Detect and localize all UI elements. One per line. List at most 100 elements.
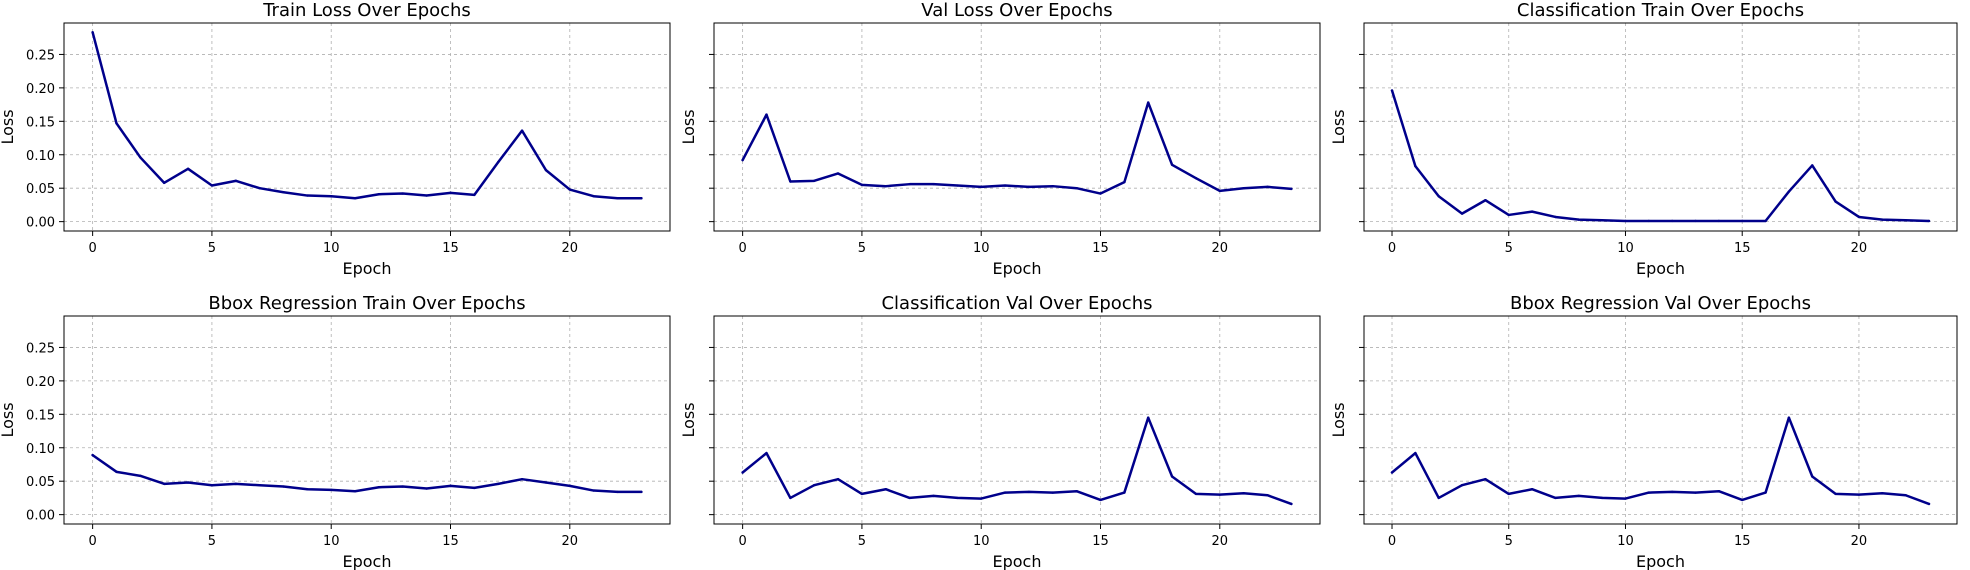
y-axis-label: Loss — [679, 109, 698, 144]
data-point — [1003, 491, 1007, 494]
data-point — [765, 451, 768, 455]
data-point — [497, 160, 500, 164]
data-point — [139, 474, 142, 478]
chart-title: Bbox Regression Train Over Epochs — [208, 293, 525, 314]
data-point — [616, 490, 619, 494]
data-point — [1437, 496, 1440, 500]
data-point — [1764, 219, 1767, 223]
plot-frame — [63, 315, 671, 525]
data-point — [1787, 190, 1791, 193]
y-tick-label: 0.25 — [26, 48, 55, 63]
data-point — [1099, 192, 1102, 195]
data-point — [568, 188, 571, 191]
data-point — [1530, 210, 1534, 213]
x-tick-label: 0 — [738, 534, 746, 549]
chart-title: Train Loss Over Epochs — [262, 0, 471, 21]
data-point — [1194, 492, 1198, 496]
data-point — [1147, 101, 1150, 104]
y-tick-label: 0.05 — [26, 182, 55, 197]
x-tick-label: 5 — [208, 241, 216, 256]
series-line — [741, 416, 1293, 506]
y-axis-label: Loss — [0, 402, 17, 437]
data-point — [1647, 491, 1651, 494]
data-point — [115, 470, 118, 474]
data-point — [1123, 491, 1126, 494]
data-point — [1670, 219, 1674, 223]
x-tick-label: 15 — [1092, 534, 1109, 549]
data-point — [282, 191, 285, 194]
data-point — [330, 195, 333, 198]
data-point — [956, 496, 959, 500]
x-tick-label: 10 — [323, 241, 340, 256]
data-point — [377, 486, 381, 489]
data-point — [1099, 498, 1102, 502]
x-tick-label: 15 — [1734, 534, 1751, 549]
data-point — [1881, 218, 1884, 221]
data-point — [1507, 213, 1510, 217]
data-point — [956, 184, 959, 187]
series-line — [1390, 416, 1931, 506]
data-point — [1904, 494, 1907, 497]
x-axis-label: Epoch — [1636, 259, 1685, 278]
data-point — [1530, 488, 1534, 491]
data-point — [1051, 491, 1054, 494]
x-tick-label: 0 — [88, 534, 96, 549]
data-point — [1170, 475, 1174, 478]
series-line — [1390, 89, 1931, 223]
data-point — [813, 484, 816, 487]
data-point — [568, 484, 571, 488]
x-tick-label: 20 — [1212, 241, 1229, 256]
data-point — [1242, 186, 1245, 190]
data-point — [210, 184, 214, 187]
chart-title: Bbox Regression Val Over Epochs — [1510, 293, 1811, 314]
data-point — [1170, 163, 1174, 166]
data-point — [884, 488, 887, 491]
y-tick-label: 0.20 — [26, 375, 55, 390]
data-point — [1624, 497, 1627, 500]
data-point — [1484, 477, 1487, 481]
x-axis-label: Epoch — [343, 552, 392, 570]
data-point — [91, 453, 94, 457]
y-tick-label: 0.25 — [26, 341, 55, 356]
x-tick-label: 5 — [208, 534, 216, 549]
data-point — [1741, 219, 1744, 223]
data-point — [1051, 184, 1054, 188]
data-point — [520, 477, 524, 481]
data-point — [1600, 496, 1604, 500]
data-point — [1460, 484, 1464, 487]
data-point — [473, 486, 476, 490]
x-tick-label: 5 — [858, 534, 866, 549]
plot-frame — [713, 22, 1321, 232]
data-point — [258, 484, 261, 487]
x-tick-label: 15 — [1734, 241, 1751, 256]
data-point — [932, 182, 935, 186]
data-point — [765, 113, 768, 116]
data-point — [520, 129, 524, 132]
data-point — [789, 496, 792, 500]
data-point — [616, 197, 619, 200]
data-point — [1834, 200, 1837, 203]
data-point — [1027, 490, 1031, 494]
data-point — [1694, 219, 1697, 223]
y-tick-label: 0.00 — [26, 509, 55, 524]
x-tick-label: 10 — [973, 241, 990, 256]
data-point — [497, 482, 500, 486]
x-tick-label: 5 — [858, 241, 866, 256]
data-point — [1414, 451, 1417, 455]
data-point — [1484, 199, 1487, 202]
data-point — [1927, 502, 1931, 506]
y-tick-label: 0.20 — [26, 82, 55, 97]
x-tick-label: 20 — [562, 241, 579, 256]
chart-panel-3: 0 5 10 15 20 Classification Train Over Epochs… — [1329, 0, 1958, 278]
chart-title: Classification Val Over Epochs — [881, 293, 1152, 314]
x-tick-label: 15 — [1092, 241, 1109, 256]
data-point — [1218, 189, 1221, 193]
data-point — [1437, 195, 1440, 198]
x-tick-label: 0 — [738, 241, 746, 256]
x-axis-label: Epoch — [993, 259, 1042, 278]
data-point — [884, 184, 887, 188]
data-point — [425, 487, 428, 490]
data-point — [1811, 164, 1814, 167]
data-point — [1218, 493, 1221, 496]
data-point — [1194, 176, 1198, 180]
